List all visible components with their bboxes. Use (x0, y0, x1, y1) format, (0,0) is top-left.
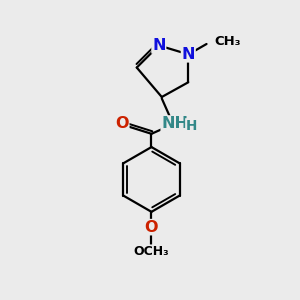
Text: O: O (145, 220, 158, 235)
Text: NH: NH (161, 116, 188, 131)
Text: N: N (152, 38, 166, 53)
Text: N: N (182, 47, 195, 62)
Text: OCH₃: OCH₃ (134, 245, 169, 258)
Text: H: H (185, 118, 197, 133)
Text: CH₃: CH₃ (215, 34, 241, 48)
Text: O: O (115, 116, 129, 131)
